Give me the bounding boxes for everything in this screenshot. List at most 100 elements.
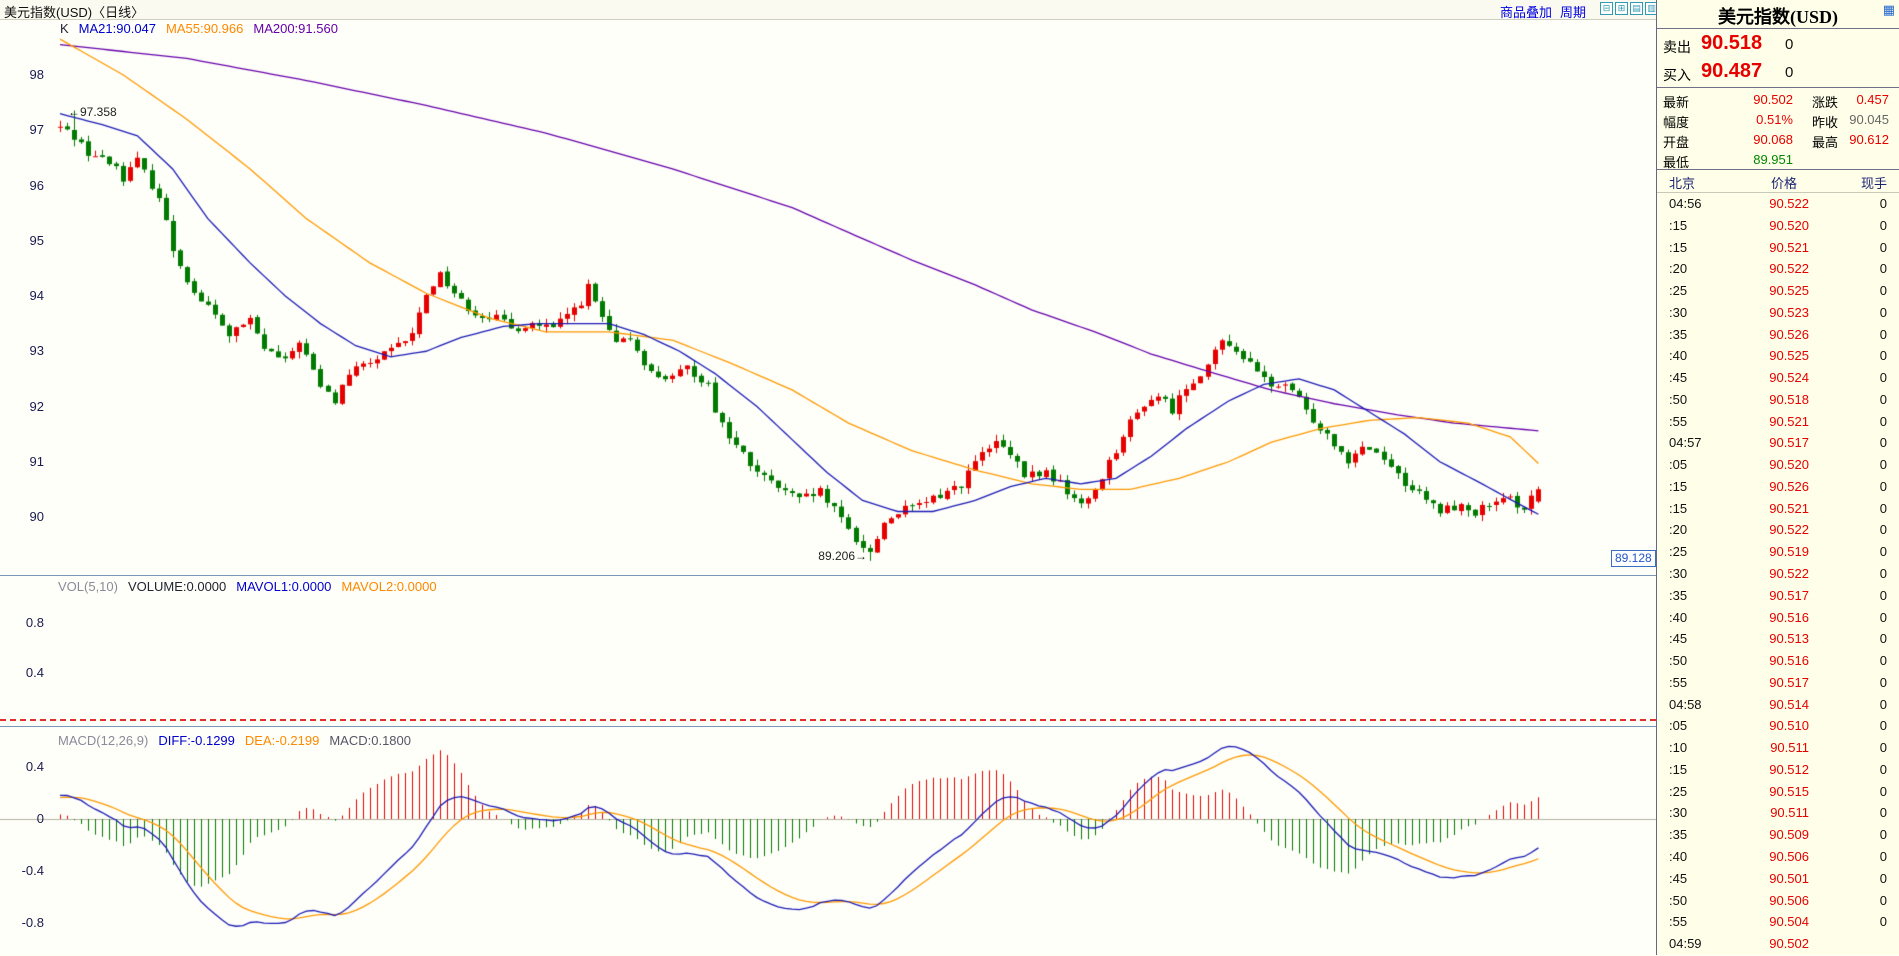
volume-indicator-header: VOL(5,10) VOLUME:0.0000 MAVOL1:0.0000 MAVOL… (58, 579, 447, 594)
tick-price: 90.517 (1769, 435, 1809, 451)
time-and-sales-list[interactable]: 04:56 90.522 0:15 90.520 0:15 90.521 0:20 90.52… (1657, 193, 1899, 955)
tick-row[interactable]: :25 90.515 0 (1657, 781, 1899, 803)
tick-row[interactable]: :10 90.511 0 (1657, 737, 1899, 759)
axis-tick-label: 97 (29, 122, 44, 138)
tick-row[interactable]: :35 90.526 0 (1657, 324, 1899, 346)
indicator-value-label: DEA:-0.2199 (244, 733, 320, 748)
tick-price: 90.520 (1769, 457, 1809, 473)
macd-panel: MACD(12,26,9) DIFF:-0.1299 DEA:-0.2199 MACD… (0, 726, 1656, 956)
tick-time: :45 (1669, 631, 1688, 647)
tick-row[interactable]: :40 90.516 0 (1657, 607, 1899, 629)
tick-row[interactable]: :50 90.506 0 (1657, 890, 1899, 912)
tick-volume: 0 (1879, 674, 1887, 690)
tick-row[interactable]: :15 90.521 0 (1657, 237, 1899, 259)
macd-chart[interactable] (0, 727, 1656, 956)
tick-row[interactable]: :05 90.510 0 (1657, 715, 1899, 737)
candlestick-panel: K MA21:90.047 MA55:90.966 MA200:91.560 98 97… (0, 19, 1656, 575)
tick-row[interactable]: :20 90.522 0 (1657, 519, 1899, 541)
indicator-value-label: MACD:0.1800 (329, 733, 411, 748)
tick-row[interactable]: 04:59 90.502 (1657, 933, 1899, 955)
tick-time: :45 (1669, 370, 1688, 386)
tick-price: 90.522 (1769, 196, 1809, 211)
tick-row[interactable]: :30 90.511 0 (1657, 802, 1899, 824)
tick-row[interactable]: :50 90.516 0 (1657, 650, 1899, 672)
tick-row[interactable]: :45 90.524 0 (1657, 367, 1899, 389)
ticker-column-headers: 北京 价格 现手 (1657, 170, 1899, 192)
tick-row[interactable]: :30 90.522 0 (1657, 563, 1899, 585)
axis-tick-label: 0 (36, 811, 44, 826)
period-link[interactable]: 周期 (1560, 5, 1587, 20)
tick-row[interactable]: :15 90.520 0 (1657, 215, 1899, 237)
indicator-value-label: K (60, 21, 69, 36)
tick-row[interactable]: 04:57 90.517 0 (1657, 432, 1899, 454)
tick-row[interactable]: :35 90.517 0 (1657, 585, 1899, 607)
tick-row[interactable]: :40 90.525 0 (1657, 345, 1899, 367)
tick-time: :15 (1669, 761, 1688, 777)
tick-volume: 0 (1879, 196, 1887, 211)
tick-row[interactable]: :20 90.522 0 (1657, 258, 1899, 280)
tick-price: 90.514 (1769, 696, 1809, 712)
tick-row[interactable]: :50 90.518 0 (1657, 389, 1899, 411)
panel-menu-icon[interactable]: ▦ (1882, 2, 1895, 17)
tick-volume: 0 (1879, 566, 1887, 582)
indicator-value-label: MACD(12,26,9) (58, 733, 149, 748)
tick-time: 04:56 (1669, 196, 1702, 211)
quote-stats-grid: 最新 90.502 涨跌 0.457 幅度 0.51% 昨收 90.045 开盘 90.068 最高… (1657, 90, 1899, 170)
tick-row[interactable]: 04:58 90.514 0 (1657, 694, 1899, 716)
tick-price: 90.522 (1769, 261, 1809, 277)
stat-value: 90.502 (1753, 92, 1793, 107)
tile-windows-icon[interactable]: ⊟ (1600, 2, 1613, 15)
tick-row[interactable]: :40 90.506 0 (1657, 846, 1899, 868)
grid-layout-icon[interactable]: ⊞ (1615, 2, 1628, 15)
axis-tick-label: 96 (29, 177, 44, 193)
tick-volume: 0 (1879, 740, 1887, 756)
tick-price: 90.521 (1769, 413, 1809, 429)
tick-row[interactable]: :15 90.512 0 (1657, 759, 1899, 781)
low-annotation: 89.206→ (818, 549, 867, 563)
quote-stat-row: 幅度 0.51% 昨收 90.045 (1657, 110, 1899, 130)
tick-row[interactable]: 04:56 90.522 0 (1657, 193, 1899, 215)
indicator-value-label: MA200:91.560 (253, 21, 338, 36)
tick-row[interactable]: :25 90.519 0 (1657, 541, 1899, 563)
macd-indicator-header: MACD(12,26,9) DIFF:-0.1299 DEA:-0.2199 MACD… (58, 733, 421, 748)
stat-label: 幅度 (1663, 115, 1690, 130)
indicator-value-label: MA55:90.966 (166, 21, 244, 36)
candlestick-chart[interactable] (0, 19, 1656, 575)
tick-price: 90.518 (1769, 391, 1809, 407)
tick-row[interactable]: :35 90.509 0 (1657, 824, 1899, 846)
tick-row[interactable]: :45 90.513 0 (1657, 628, 1899, 650)
indicator-value-label: MAVOL1:0.0000 (236, 579, 332, 594)
tick-time: :50 (1669, 892, 1688, 908)
axis-tick-label: -0.4 (21, 863, 44, 878)
tick-price: 90.516 (1769, 653, 1809, 669)
tick-row[interactable]: :45 90.501 0 (1657, 868, 1899, 890)
tick-time: :20 (1669, 522, 1688, 538)
tick-time: :40 (1669, 609, 1688, 625)
tick-price: 90.510 (1769, 718, 1809, 734)
tick-row[interactable]: :15 90.526 0 (1657, 476, 1899, 498)
tick-time: :55 (1669, 914, 1688, 930)
tick-row[interactable]: :05 90.520 0 (1657, 454, 1899, 476)
tick-time: :25 (1669, 783, 1688, 799)
axis-tick-label: 98 (29, 67, 44, 82)
tick-time: :15 (1669, 217, 1688, 233)
tick-row[interactable]: :55 90.521 0 (1657, 411, 1899, 433)
tick-time: :30 (1669, 805, 1688, 821)
tick-time: :40 (1669, 848, 1688, 864)
commodity-overlay-link[interactable]: 商品叠加 (1500, 5, 1553, 20)
tick-volume: 0 (1879, 631, 1887, 647)
stat-value: 0.51% (1756, 112, 1793, 127)
tick-time: :20 (1669, 261, 1688, 277)
tick-row[interactable]: :30 90.523 0 (1657, 302, 1899, 324)
tick-row[interactable]: :55 90.517 0 (1657, 672, 1899, 694)
tick-time: :50 (1669, 653, 1688, 669)
tick-row[interactable]: :15 90.521 0 (1657, 498, 1899, 520)
ask-label: 卖出 (1663, 39, 1691, 55)
tick-row[interactable]: :25 90.525 0 (1657, 280, 1899, 302)
rows-layout-icon[interactable]: ▤ (1630, 2, 1643, 15)
tick-row[interactable]: :55 90.504 0 (1657, 911, 1899, 933)
bid-row: 买入 90.487 0 (1657, 58, 1899, 86)
tick-time: :40 (1669, 348, 1688, 364)
window-control-icons: ⊟ ⊞ ▤ ▥ (1600, 2, 1658, 15)
tick-volume: 0 (1879, 370, 1887, 386)
